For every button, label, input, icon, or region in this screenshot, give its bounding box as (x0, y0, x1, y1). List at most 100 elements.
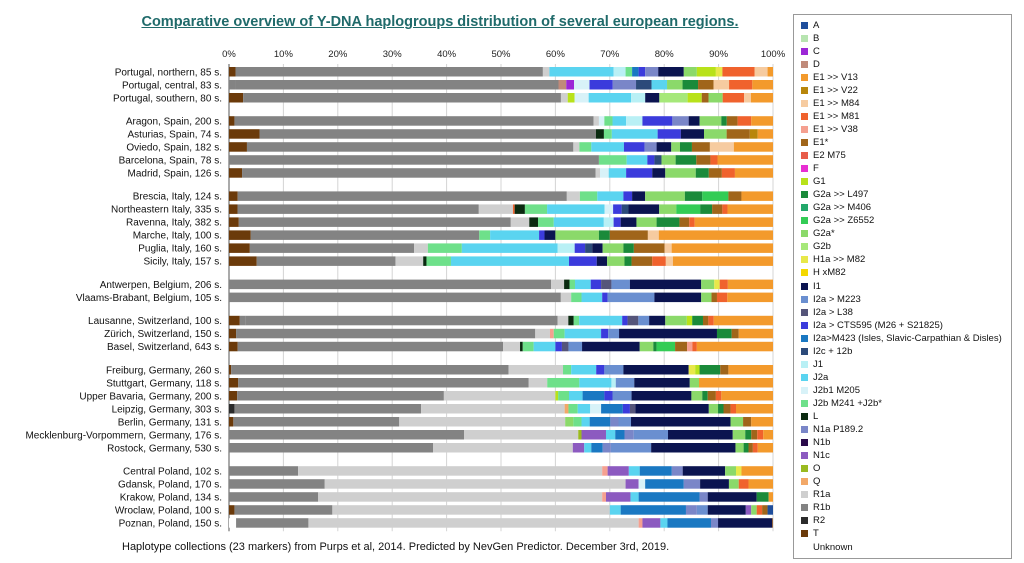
bar-segment: E1* (748, 443, 753, 453)
legend-swatch (801, 399, 808, 407)
category-label: Wroclaw, Poland, 100 s. (115, 506, 222, 517)
bar-segment: R1a (308, 518, 639, 528)
category-label: Lausanne, Switzerland, 100 s. (88, 316, 222, 327)
bar-segment: R1b (229, 80, 236, 90)
bar-segment: E1* (633, 243, 665, 253)
legend-label: T (813, 528, 819, 540)
legend-label: N1a P189.2 (813, 424, 864, 436)
bar-segment: G2a* (565, 417, 574, 427)
legend-label: D (813, 58, 820, 70)
bar-segment: G2a >> L497 (756, 492, 769, 502)
bar-segment: G2a* (708, 404, 719, 414)
legend-swatch (801, 465, 808, 473)
bar-segment: I1 (596, 256, 608, 266)
bar-segment: J2b M241 +J2b* (426, 256, 451, 266)
category-label: Marche, Italy, 100 s. (133, 231, 222, 242)
legend-item: R1b (801, 502, 830, 514)
bar-segment: J2b M241 +J2b* (547, 378, 580, 388)
bar-segment: R1a (332, 505, 610, 515)
bar-segment: G2a* (728, 479, 739, 489)
legend-swatch (801, 282, 808, 290)
legend-swatch (801, 491, 808, 499)
category-label: Gdansk, Poland, 170 s. (118, 480, 222, 491)
legend-swatch (801, 295, 808, 303)
category-label: Antwerpen, Belgium, 206 s. (100, 280, 222, 291)
bar-segment: E1* (731, 328, 739, 339)
bar-segment: N1a P189.2 (671, 466, 683, 476)
legend-swatch (801, 360, 808, 368)
bar-segment: N1a P189.2 (699, 492, 708, 502)
bar-segment: R1a (443, 391, 556, 401)
bar-segment: N1a P189.2 (672, 116, 689, 126)
legend-item: A (801, 19, 819, 31)
bar-segment: I2a > M223 (615, 378, 635, 388)
bar-segment: I1 (645, 93, 660, 103)
bar-segment: J1 (631, 93, 646, 103)
legend-swatch (801, 269, 808, 277)
bar-segment: I2a > M223 (607, 292, 655, 303)
bar-segment: I1 (668, 430, 733, 440)
bar-segment: G2a >> L497 (721, 116, 727, 126)
legend-swatch (801, 373, 808, 381)
bar-segment: N1a P189.2 (624, 430, 634, 440)
bar-segment: G2a* (602, 243, 624, 253)
bar-segment: I1 (652, 168, 666, 178)
bar-segment: N1a P189.2 (645, 67, 659, 77)
legend-swatch (801, 413, 808, 420)
legend-item: J2a (801, 371, 828, 383)
category-label: Portugal, northern, 85 s. (115, 67, 222, 78)
bar-segment: E1 >> M84 (665, 256, 673, 266)
bar-segment: I1 (619, 328, 717, 339)
bar-segment: E1 >> V13 (741, 191, 773, 201)
bar-segment: G2b (659, 93, 688, 103)
bar-segment: N1c (581, 430, 606, 440)
legend-label: I2a > CTS595 (M26 + S21825) (813, 319, 943, 331)
bar-segment: T (229, 142, 247, 152)
legend-swatch (801, 178, 808, 186)
x-tick-label: 70% (600, 49, 620, 60)
bar-segment: I2a > CTS595 (M26 + S21825) (623, 142, 645, 152)
bar-segment: I1 (620, 217, 637, 227)
bar-segment: R1b (259, 129, 597, 139)
bar-segment: E1* (726, 129, 750, 139)
bar-segment: G2a* (704, 129, 727, 139)
bar-segment: G2a >> L497 (716, 328, 732, 339)
legend-item: G1 (801, 176, 826, 188)
bar-segment: J1 (557, 243, 575, 253)
bar-segment: E1 >> V13 (750, 93, 773, 103)
bar-segment: R1b (239, 315, 246, 326)
x-tick-label: 80% (655, 49, 675, 60)
category-label: Puglia, Italy, 160 s. (138, 244, 222, 255)
bar-segment: E1* (702, 315, 709, 326)
bar-segment: R1a (318, 492, 603, 502)
bar-segment: N1a P189.2 (644, 142, 657, 152)
bar-segment: R1b (229, 292, 561, 303)
bar-segment: E1 >> M81 (722, 204, 728, 214)
bar-segment: E1 >> M81 (692, 341, 697, 352)
bar-segment: N1c (625, 479, 639, 489)
legend-swatch (801, 504, 808, 512)
bar-segment: J2b M241 +J2b* (524, 204, 548, 214)
bar-segment: E1* (711, 292, 717, 303)
legend-swatch (801, 125, 808, 133)
legend-label: I2a > L38 (813, 306, 853, 318)
bar-segment: J2a (584, 443, 592, 453)
bar-segment: G1 (696, 67, 716, 77)
bar-segment: J2b M241 +J2b* (558, 391, 569, 401)
bar-segment: R1b (234, 505, 333, 515)
chart-title: Comparative overview of Y-DNA haplogroup… (141, 14, 739, 30)
bar-segment: T (229, 129, 260, 139)
bar-segment: J2b M241 +J2b* (625, 67, 633, 77)
bar-segment: J2a (533, 341, 556, 352)
bar-segment: G2a* (735, 443, 744, 453)
legend-label: I2c + 12b (813, 345, 853, 357)
legend-swatch (801, 426, 808, 434)
bar-segment: J2a (591, 142, 624, 152)
bar-segment: G2a* (555, 230, 599, 240)
bar-segment: J2a (651, 80, 668, 90)
bar-segment: E1 >> V13 (751, 116, 773, 126)
legend-item: G2a* (801, 228, 835, 240)
bar-segment: I1 (623, 365, 689, 375)
legend-swatch (801, 73, 808, 81)
bar-segment: L (423, 256, 427, 266)
